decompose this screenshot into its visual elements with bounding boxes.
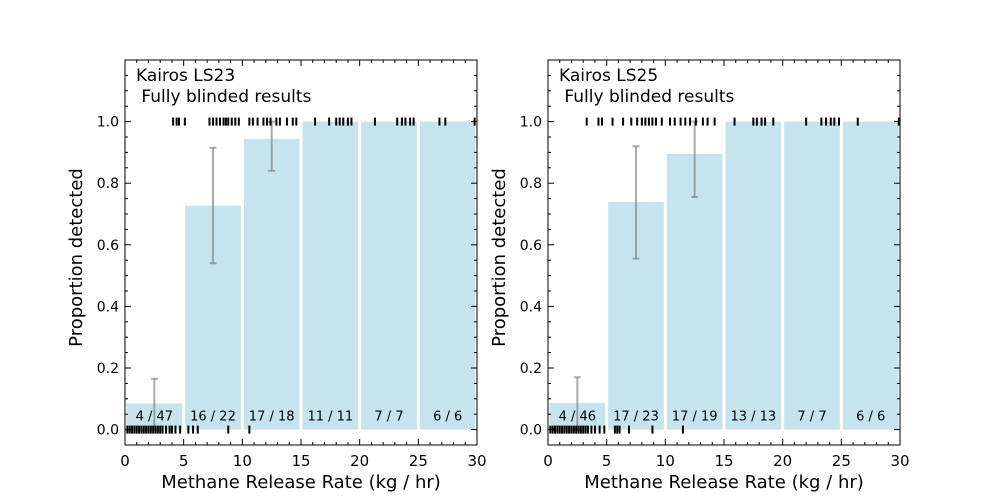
- rug-detected: [172, 117, 476, 126]
- chart-panel-2: 4 / 46 17 / 23 17 / 19 13 / 13 7 / 7 6 / 6 0 5 1…: [489, 59, 910, 493]
- x-tick-label: 20: [773, 452, 792, 470]
- error-bar-3: [691, 120, 699, 199]
- y-tick-label: 1.0: [97, 115, 119, 131]
- bin-count-label: 17 / 19: [672, 409, 718, 424]
- y-tick-label: 0.0: [97, 423, 119, 439]
- chart-panel-1: 4 / 47 16 / 22 17 / 18 11 / 11 7 / 7 6 / 6 0 5 1…: [66, 59, 487, 493]
- x-tick-label: 0: [543, 452, 553, 470]
- bar-4: [302, 121, 359, 430]
- y-tick-label: 0.6: [520, 238, 542, 254]
- bar-4: [725, 121, 782, 430]
- error-bar-1: [150, 377, 158, 431]
- bin-count-label: 17 / 23: [613, 409, 659, 424]
- bar-6: [842, 121, 899, 430]
- bin-count-label: 16 / 22: [190, 409, 236, 424]
- chart-title: Kairos LS23: [136, 66, 235, 86]
- x-tick-label: 25: [832, 452, 851, 470]
- bin-count-label: 13 / 13: [730, 409, 776, 424]
- bin-count-label: 7 / 7: [797, 409, 826, 424]
- rug-not-detected: [126, 425, 251, 434]
- x-tick-label: 20: [350, 452, 369, 470]
- y-tick-label: 0.0: [520, 423, 542, 439]
- x-tick-label: 30: [890, 452, 909, 470]
- error-bar-2: [209, 146, 217, 265]
- y-tick-label: 0.8: [97, 176, 119, 192]
- x-tick-label: 25: [409, 452, 428, 470]
- y-tick-label: 0.8: [520, 176, 542, 192]
- y-tick-label: 0.6: [97, 238, 119, 254]
- x-tick-label: 10: [656, 452, 675, 470]
- rug-not-detected: [549, 425, 684, 434]
- rug-detected: [585, 117, 900, 126]
- bar-3: [666, 153, 723, 430]
- bar-5: [784, 121, 840, 430]
- x-tick-label: 0: [120, 452, 130, 470]
- bar-6: [419, 121, 476, 430]
- x-tick-label: 5: [602, 452, 612, 470]
- bin-count-label: 4 / 47: [136, 409, 173, 424]
- error-bar-3: [268, 120, 276, 172]
- x-tick-label: 30: [467, 452, 486, 470]
- y-tick-label: 0.2: [97, 361, 119, 377]
- bin-count-label: 4 / 46: [559, 409, 596, 424]
- bin-count-label: 17 / 18: [249, 409, 295, 424]
- error-bar-2: [632, 145, 640, 260]
- chart-subtitle: Fully blinded results: [559, 87, 734, 107]
- x-axis-label: Methane Release Rate (kg / hr): [161, 472, 441, 493]
- bin-count-label: 11 / 11: [307, 409, 353, 424]
- bin-count-label: 6 / 6: [433, 409, 462, 424]
- x-tick-label: 5: [179, 452, 189, 470]
- chart-title: Kairos LS25: [559, 66, 658, 86]
- y-axis-label: Proportion detected: [66, 168, 87, 347]
- bin-count-label: 7 / 7: [374, 409, 403, 424]
- bin-count-label: 6 / 6: [856, 409, 885, 424]
- x-tick-label: 10: [233, 452, 252, 470]
- error-bar-1: [573, 376, 581, 431]
- y-tick-label: 1.0: [520, 115, 542, 131]
- x-tick-label: 15: [714, 452, 733, 470]
- bar-5: [361, 121, 417, 430]
- chart-subtitle: Fully blinded results: [136, 87, 311, 107]
- y-tick-label: 0.2: [520, 361, 542, 377]
- x-tick-label: 15: [291, 452, 310, 470]
- y-tick-label: 0.4: [520, 299, 542, 315]
- bar-3: [243, 138, 300, 430]
- y-axis-label: Proportion detected: [489, 168, 510, 347]
- y-tick-label: 0.4: [97, 299, 119, 315]
- x-axis-label: Methane Release Rate (kg / hr): [584, 472, 864, 493]
